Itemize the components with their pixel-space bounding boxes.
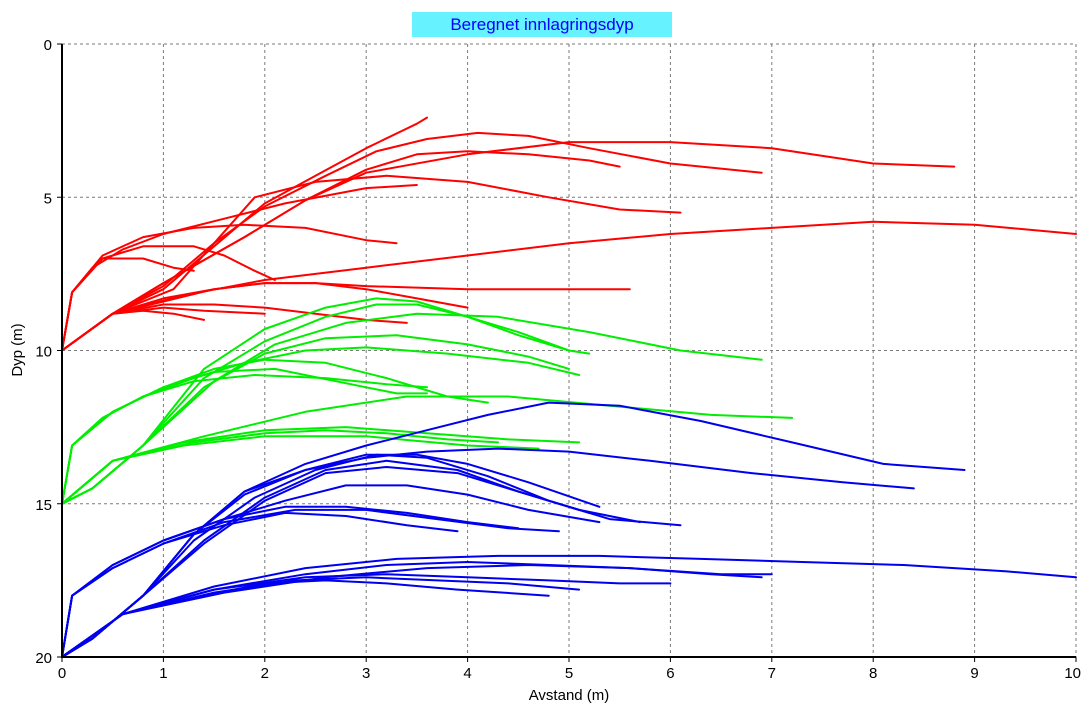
series-line-group-10m	[61, 220, 1077, 352]
series-line-group-10m	[61, 131, 763, 352]
x-tick-label: 0	[58, 665, 66, 682]
y-tick-label: 15	[35, 497, 52, 514]
series-line-group-10m	[61, 116, 428, 352]
series-line-group-10m	[61, 150, 621, 352]
y-tick-label: 10	[35, 344, 52, 361]
x-axis-label: Avstand (m)	[529, 687, 610, 704]
series-line-group-20m	[61, 554, 1077, 658]
y-tick-label: 5	[44, 190, 52, 207]
series-line-group-20m	[61, 505, 520, 658]
series-line-group-10m	[61, 174, 682, 352]
x-tick-label: 9	[970, 665, 978, 682]
series-line-group-10m	[61, 223, 398, 352]
x-tick-label: 3	[362, 665, 370, 682]
y-axis-label: Dyp (m)	[9, 323, 26, 376]
x-tick-label: 10	[1064, 665, 1081, 682]
y-tick-label: 20	[35, 650, 52, 667]
x-tick-label: 5	[565, 665, 573, 682]
series-line-group-20m	[61, 564, 773, 658]
series-layer	[61, 116, 1077, 658]
tick-labels: 0 1 2 3 4 5 6 7 8 9 10 0 5 10 15 20	[35, 37, 1081, 682]
x-tick-label: 8	[869, 665, 877, 682]
series-line-group-15m	[61, 312, 763, 505]
x-tick-label: 4	[463, 665, 471, 682]
y-tick-label: 0	[44, 37, 52, 54]
series-line-group-15m	[61, 395, 794, 505]
series-line-group-20m	[61, 447, 915, 658]
series-line-group-20m	[61, 579, 550, 658]
series-line-group-15m	[61, 346, 581, 505]
series-line-group-10m	[61, 309, 205, 352]
chart-title: Beregnet innlagringsdyp	[412, 12, 672, 37]
x-tick-label: 2	[261, 665, 269, 682]
x-tick-label: 1	[159, 665, 167, 682]
series-line-group-15m	[61, 429, 499, 505]
series-line-group-20m	[61, 508, 560, 658]
series-line-group-10m	[61, 282, 469, 352]
series-line-group-20m	[61, 576, 581, 658]
series-line-group-15m	[61, 297, 570, 505]
x-tick-label: 6	[666, 665, 674, 682]
x-tick-label: 7	[768, 665, 776, 682]
